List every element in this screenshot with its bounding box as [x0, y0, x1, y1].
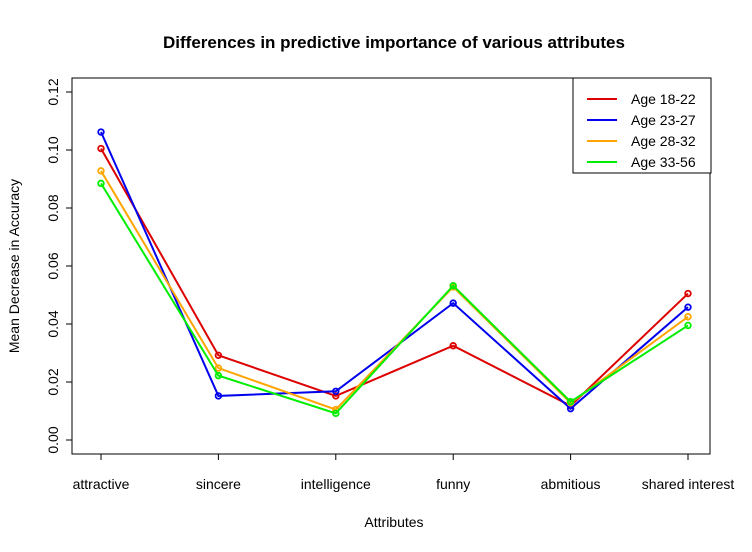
x-tick-label: funny — [436, 476, 470, 492]
data-point — [214, 351, 223, 360]
x-axis-label: Attributes — [364, 514, 423, 530]
data-point — [214, 392, 223, 400]
y-tick-label: 0.02 — [45, 368, 61, 395]
legend-label: Age 23-27 — [631, 112, 696, 128]
series-line — [100, 131, 689, 411]
x-tick-label: abmitious — [541, 476, 601, 492]
legend-box — [572, 77, 712, 174]
x-tick-label: sincere — [196, 476, 241, 492]
data-point — [566, 398, 575, 406]
data-point — [332, 392, 340, 400]
x-axis: attractive sincere intelligence funny abmiti… — [73, 453, 735, 492]
x-tick-label: intelligence — [301, 476, 371, 492]
chart-title: Differences in predictive importance of … — [163, 33, 625, 52]
x-tick-label: shared interest — [642, 476, 735, 492]
y-axis-label: Mean Decrease in Accuracy — [6, 179, 22, 353]
data-point — [332, 387, 340, 395]
y-tick-label: 0.10 — [45, 136, 61, 163]
legend-label: Age 28-32 — [631, 133, 696, 149]
data-point — [214, 364, 223, 372]
data-point — [449, 342, 457, 350]
series-line — [100, 148, 689, 407]
y-tick-label: 0.12 — [45, 78, 61, 105]
data-point — [97, 167, 105, 175]
y-tick-label: 0.04 — [45, 310, 61, 337]
y-tick-label: 0.00 — [45, 426, 61, 453]
y-tick-label: 0.08 — [45, 194, 61, 221]
data-point — [449, 282, 457, 290]
data-point — [449, 299, 457, 307]
series-age-33-56 — [97, 179, 692, 418]
data-point — [97, 128, 105, 136]
series-line — [100, 182, 689, 415]
data-point — [684, 321, 692, 330]
series-layer — [97, 128, 692, 418]
data-point — [332, 409, 340, 418]
data-point — [214, 371, 223, 380]
data-point — [684, 313, 692, 321]
legend-label: Age 33-56 — [631, 154, 696, 170]
y-axis: 0.00 0.02 0.04 0.06 0.08 0.10 0.12 — [45, 78, 73, 454]
data-point — [684, 303, 692, 311]
data-point — [97, 144, 105, 153]
legend-label: Age 18-22 — [631, 91, 696, 107]
y-tick-label: 0.06 — [45, 252, 61, 279]
data-point — [684, 289, 692, 298]
data-point — [97, 179, 105, 188]
legend: Age 18-22 Age 23-27 Age 28-32 Age 33-56 — [572, 77, 712, 174]
x-tick-label: attractive — [73, 476, 130, 492]
series-line — [100, 170, 689, 411]
series-age-18-22 — [97, 144, 692, 410]
